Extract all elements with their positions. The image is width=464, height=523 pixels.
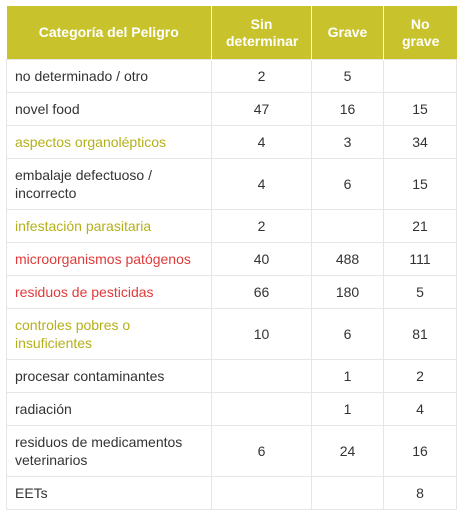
sin-determinar-cell: 4 [211,158,312,210]
hazard-table-container: Categoría del Peligro Sin determinar Gra… [6,6,457,510]
grave-cell: 5 [311,59,384,93]
category-cell: residuos de pesticidas [6,275,212,309]
sin-determinar-cell: 47 [211,92,312,126]
category-cell: residuos de medicamentos veterinarios [6,425,212,477]
category-cell: controles pobres o insuficientes [6,308,212,360]
no-grave-cell: 81 [383,308,457,360]
category-cell: aspectos organolépticos [6,125,212,159]
grave-cell: 1 [311,359,384,393]
grave-cell: 16 [311,92,384,126]
table-row: residuos de medicamentos veterinarios 6 … [6,425,457,477]
sin-determinar-cell: 66 [211,275,312,309]
no-grave-cell: 34 [383,125,457,159]
category-cell: infestación parasitaria [6,209,212,243]
grave-cell: 488 [311,242,384,276]
grave-cell [311,476,384,510]
no-grave-cell [383,59,457,93]
sin-determinar-cell: 4 [211,125,312,159]
no-grave-cell: 21 [383,209,457,243]
no-grave-cell: 4 [383,392,457,426]
header-sin-determinar: Sin determinar [211,6,312,60]
no-grave-cell: 15 [383,92,457,126]
hazard-category-table: Categoría del Peligro Sin determinar Gra… [6,6,457,510]
table-row: aspectos organolépticos 4 3 34 [6,125,457,159]
sin-determinar-cell [211,392,312,426]
grave-cell: 6 [311,308,384,360]
category-cell: procesar contaminantes [6,359,212,393]
sin-determinar-cell: 6 [211,425,312,477]
table-row: infestación parasitaria 2 21 [6,209,457,243]
sin-determinar-cell: 40 [211,242,312,276]
table-header: Categoría del Peligro Sin determinar Gra… [6,6,457,60]
no-grave-cell: 16 [383,425,457,477]
grave-cell: 24 [311,425,384,477]
grave-cell: 3 [311,125,384,159]
no-grave-cell: 111 [383,242,457,276]
grave-cell: 6 [311,158,384,210]
no-grave-cell: 2 [383,359,457,393]
table-row: residuos de pesticidas 66 180 5 [6,275,457,309]
grave-cell [311,209,384,243]
table-row: radiación 1 4 [6,392,457,426]
no-grave-cell: 5 [383,275,457,309]
grave-cell: 1 [311,392,384,426]
category-cell: microorganismos patógenos [6,242,212,276]
table-row: embalaje defectuoso / incorrecto 4 6 15 [6,158,457,210]
category-cell: EETs [6,476,212,510]
header-grave: Grave [311,6,384,60]
sin-determinar-cell [211,359,312,393]
sin-determinar-cell: 2 [211,209,312,243]
category-cell: novel food [6,92,212,126]
category-cell: embalaje defectuoso / incorrecto [6,158,212,210]
header-categoria: Categoría del Peligro [6,6,212,60]
sin-determinar-cell [211,476,312,510]
category-cell: radiación [6,392,212,426]
table-body: no determinado / otro 2 5 novel food 47 … [6,59,457,510]
table-row: EETs 8 [6,476,457,510]
category-cell: no determinado / otro [6,59,212,93]
table-row: microorganismos patógenos 40 488 111 [6,242,457,276]
table-row: no determinado / otro 2 5 [6,59,457,93]
sin-determinar-cell: 2 [211,59,312,93]
table-row: novel food 47 16 15 [6,92,457,126]
table-row: procesar contaminantes 1 2 [6,359,457,393]
grave-cell: 180 [311,275,384,309]
sin-determinar-cell: 10 [211,308,312,360]
no-grave-cell: 15 [383,158,457,210]
header-row: Categoría del Peligro Sin determinar Gra… [6,6,457,60]
table-row: controles pobres o insuficientes 10 6 81 [6,308,457,360]
header-no-grave: No grave [383,6,457,60]
no-grave-cell: 8 [383,476,457,510]
